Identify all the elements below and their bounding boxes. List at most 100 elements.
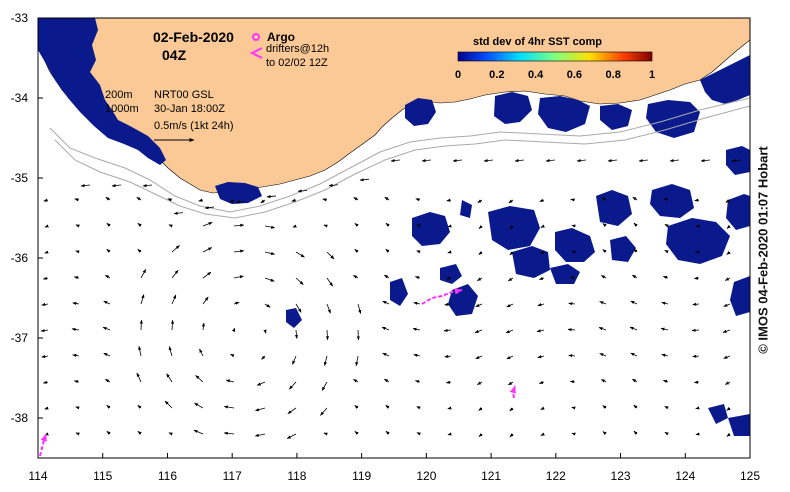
current-arrow — [194, 402, 204, 409]
current-arrow — [445, 276, 452, 280]
model-name: NRT00 GSL — [154, 89, 214, 101]
current-arrow — [602, 249, 607, 253]
current-arrow — [385, 430, 390, 435]
current-arrow — [509, 433, 514, 438]
current-arrow — [447, 250, 452, 254]
current-arrow — [514, 159, 525, 163]
sst-patch-offshore-8 — [610, 236, 636, 262]
credit-text: © IMOS 04-Feb-2020 01:07 Hobart — [755, 146, 771, 354]
sst-patch-coast-4 — [538, 96, 590, 132]
current-arrow — [223, 405, 235, 409]
current-arrow — [323, 355, 328, 366]
y-axis: -33 -34 -35 -36 -37 -38 — [11, 11, 43, 425]
current-arrow — [663, 197, 669, 202]
x-tick-label: 117 — [223, 469, 242, 483]
drifters-label-1: drifters@12h — [266, 43, 329, 55]
current-arrow — [726, 407, 731, 411]
current-arrow — [632, 196, 638, 201]
x-tick-label: 125 — [740, 469, 760, 483]
current-arrow — [167, 198, 173, 202]
current-arrow — [292, 224, 297, 228]
model-time: 30-Jan 18:00Z — [154, 103, 225, 115]
current-arrow — [570, 198, 576, 202]
drifter-track-1 — [421, 288, 463, 305]
colorbar-tick-label: 0.4 — [528, 69, 544, 81]
colorbar-tick-label: 0 — [455, 69, 461, 81]
current-arrow — [507, 381, 514, 386]
current-arrow — [630, 352, 638, 357]
current-arrow — [691, 328, 700, 332]
current-arrow — [352, 274, 359, 279]
current-arrow — [412, 327, 421, 331]
x-tick-label: 118 — [287, 469, 306, 483]
current-arrow — [476, 277, 483, 281]
current-arrow — [168, 346, 173, 357]
current-arrow — [600, 379, 607, 383]
current-arrow — [291, 198, 297, 202]
current-arrow — [540, 406, 545, 410]
current-arrow — [73, 380, 80, 384]
current-arrow — [447, 224, 452, 228]
current-arrow — [695, 432, 700, 436]
current-arrow — [692, 354, 700, 358]
current-arrow — [75, 224, 80, 228]
current-arrow — [505, 329, 514, 334]
current-arrow — [599, 301, 607, 305]
sst-patch-offshore-1 — [412, 212, 450, 246]
current-arrow — [540, 224, 545, 228]
argo-marker-icon — [252, 33, 260, 41]
current-arrow — [223, 431, 235, 435]
current-arrow — [254, 433, 266, 437]
current-arrow — [266, 194, 277, 199]
current-arrow — [75, 250, 80, 254]
current-arrow — [323, 432, 328, 436]
y-tick-label: -35 — [11, 171, 29, 185]
current-arrow — [261, 355, 266, 360]
current-arrow — [231, 327, 236, 333]
current-arrow — [328, 183, 339, 187]
sst-patch-offshore-17 — [708, 404, 728, 424]
current-arrow — [297, 189, 308, 193]
current-arrow — [137, 404, 142, 409]
current-arrow — [390, 159, 401, 163]
current-arrow — [416, 406, 421, 410]
y-tick-label: -36 — [11, 251, 29, 265]
current-arrow — [452, 159, 463, 163]
current-arrow — [326, 303, 331, 314]
current-arrow — [421, 159, 432, 163]
current-arrow — [414, 380, 421, 384]
colorbar-ticks: 0 0.2 0.4 0.6 0.8 1 — [455, 69, 655, 81]
current-arrow — [631, 378, 638, 383]
current-arrow — [508, 199, 514, 204]
sst-patch-coast-3 — [494, 92, 532, 124]
current-arrow — [602, 223, 607, 227]
current-arrow — [287, 407, 297, 414]
current-arrow — [537, 355, 545, 359]
y-tick-label: -38 — [11, 411, 29, 425]
current-arrow — [168, 224, 173, 228]
current-arrow — [602, 405, 607, 409]
current-arrow — [478, 407, 483, 411]
current-arrow — [731, 159, 742, 163]
current-arrow — [256, 381, 266, 386]
current-arrow — [170, 319, 175, 331]
x-tick-label: 122 — [546, 469, 566, 483]
current-arrow — [202, 296, 209, 305]
current-arrow — [413, 353, 421, 357]
sst-patch-offshore-3 — [488, 206, 540, 250]
current-arrow — [383, 274, 390, 279]
current-arrow — [692, 302, 700, 306]
colorbar-title: std dev of 4hr SST comp — [473, 36, 602, 48]
current-arrow — [106, 222, 111, 227]
current-arrow — [478, 433, 483, 437]
current-arrow — [164, 400, 173, 409]
current-arrow — [263, 329, 267, 334]
y-tick-label: -33 — [11, 11, 29, 25]
current-arrow — [571, 406, 576, 410]
current-arrow — [416, 432, 421, 436]
current-arrow — [507, 277, 514, 282]
current-arrow — [633, 430, 638, 435]
current-arrow — [353, 196, 359, 201]
current-arrow — [384, 196, 390, 201]
current-arrow — [630, 300, 638, 305]
